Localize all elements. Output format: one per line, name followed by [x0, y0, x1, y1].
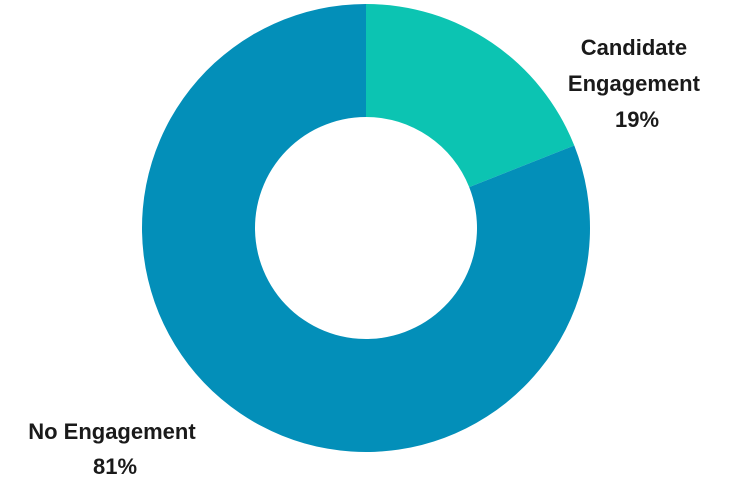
slice-no-engagement: [142, 4, 591, 452]
chart-slices: [142, 4, 591, 452]
slice-percent-label: 19%: [615, 107, 659, 132]
slice-percent-label: 81%: [93, 454, 137, 479]
slice-label-candidate-engagement: Candidate Engagement 19%: [568, 35, 706, 132]
slice-candidate-engagement: [366, 4, 575, 188]
slice-label-line: Engagement: [568, 71, 701, 96]
slice-label-line: No Engagement: [28, 419, 196, 444]
slice-label-no-engagement: No Engagement 81%: [28, 419, 202, 479]
slice-label-line: Candidate: [581, 35, 687, 60]
